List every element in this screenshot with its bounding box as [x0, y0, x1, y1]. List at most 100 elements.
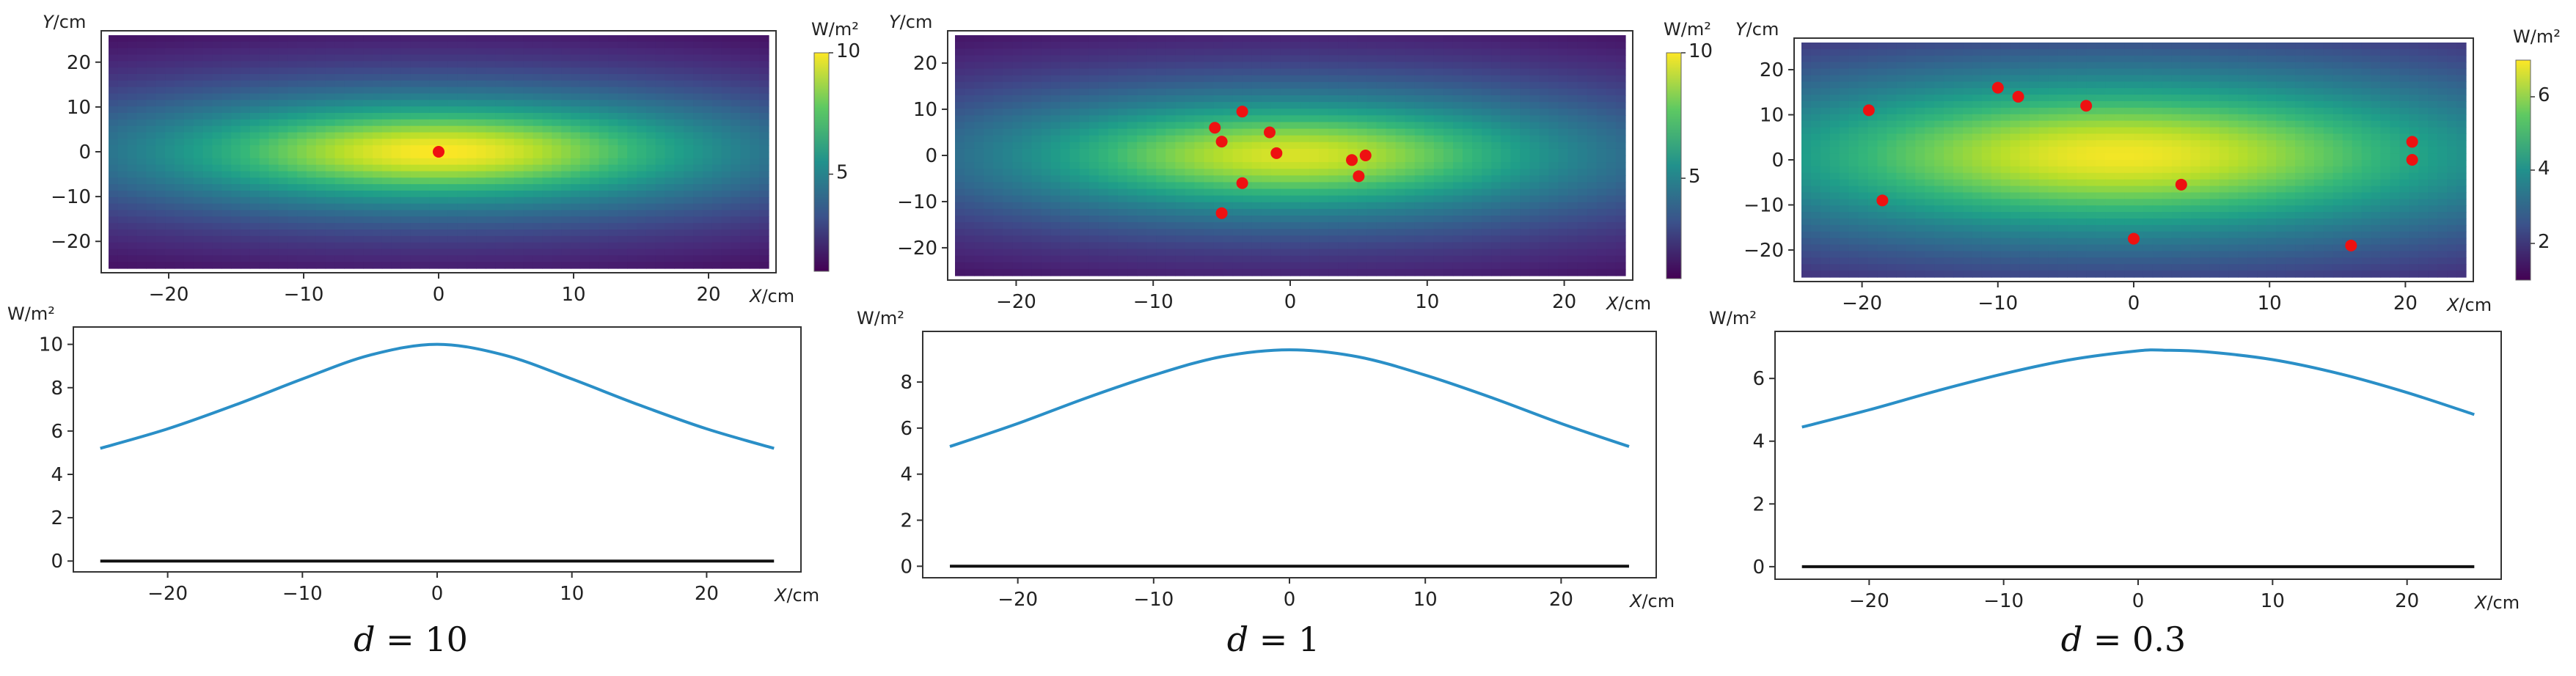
heat-cell: [1223, 162, 1234, 169]
heat-cell: [1069, 122, 1080, 130]
heat-cell: [523, 216, 534, 224]
heat-cell: [175, 106, 185, 114]
heat-cell: [268, 61, 279, 68]
heat-cell: [665, 80, 676, 88]
heat-cell: [1577, 169, 1588, 176]
heat-cell: [1060, 88, 1071, 96]
heat-cell: [1424, 148, 1435, 156]
heat-cell: [1510, 81, 1521, 89]
heat-cell: [1376, 249, 1387, 257]
heat-cell: [155, 191, 166, 198]
heat-cell: [1452, 102, 1463, 109]
heat-cell: [1501, 255, 1511, 263]
heat-cell: [183, 93, 194, 100]
heat-cell: [127, 80, 138, 88]
heat-cell: [1232, 55, 1243, 63]
heat-cell: [1539, 68, 1550, 76]
heat-cell: [1338, 222, 1348, 229]
heat-cell: [1261, 208, 1272, 216]
heat-cell: [429, 119, 439, 127]
heat-cell: [1328, 162, 1339, 169]
heat-cell: [222, 223, 232, 230]
heat-cell: [645, 210, 656, 217]
heat-cell: [268, 152, 279, 159]
heat-cell: [117, 93, 128, 100]
heat-cell: [1290, 81, 1300, 89]
heat-cell: [1357, 229, 1368, 236]
heat-cell: [439, 164, 449, 172]
heat-cell: [1022, 155, 1033, 163]
heat-cell: [1548, 229, 1559, 236]
heat-cell: [165, 35, 175, 43]
heat-cell: [212, 184, 222, 191]
heat-cell: [684, 203, 694, 211]
heat-cell: [1567, 48, 1578, 56]
heat-cell: [740, 223, 750, 230]
heat-cell: [1567, 182, 1578, 190]
heat-cell: [533, 177, 544, 185]
heat-cell: [1003, 208, 1013, 216]
heat-cell: [1127, 102, 1138, 109]
heat-cell: [1194, 262, 1205, 270]
heat-cell: [750, 54, 760, 62]
heat-cell: [721, 164, 732, 172]
heat-cell: [1520, 88, 1531, 96]
heat-cell: [429, 132, 439, 139]
heat-cell: [447, 54, 458, 62]
heat-cell: [513, 249, 524, 256]
heat-cell: [1270, 42, 1281, 49]
heat-cell: [984, 109, 994, 116]
heat-cell: [1127, 35, 1138, 43]
heat-cell: [1567, 162, 1578, 169]
heat-cell: [1309, 188, 1320, 196]
heat-cell: [259, 87, 270, 95]
heat-cell: [1232, 175, 1243, 183]
heat-cell: [193, 113, 204, 120]
heat-cell: [1185, 175, 1196, 183]
heat-cell: [618, 139, 628, 146]
heat-cell: [589, 235, 600, 243]
heat-cell: [1347, 122, 1358, 130]
heat-cell: [334, 54, 345, 62]
heat-cell: [1251, 202, 1262, 210]
heat-cell: [505, 119, 515, 127]
heat-cell: [447, 113, 458, 120]
heat-cell: [1357, 216, 1368, 223]
heat-cell: [1204, 81, 1215, 89]
heat-cell: [1491, 242, 1501, 250]
heat-cell: [1041, 175, 1052, 183]
heat-cell: [1204, 249, 1215, 257]
heat-cell: [1520, 135, 1531, 143]
heat-cell: [1472, 202, 1482, 210]
heat-cell: [1443, 249, 1454, 257]
heat-cell: [1194, 249, 1205, 257]
heat-cell: [222, 119, 232, 127]
heat-cell: [1031, 235, 1042, 243]
heat-cell: [674, 67, 684, 75]
heat-cell: [740, 152, 750, 159]
heat-cell: [354, 177, 364, 185]
heat-cell: [1452, 242, 1463, 250]
heat-cell: [1424, 122, 1435, 130]
heat-cell: [1520, 222, 1531, 229]
heat-cell: [334, 196, 345, 205]
heat-cell: [627, 164, 637, 172]
heat-cell: [1328, 68, 1339, 76]
heat-cell: [278, 177, 288, 185]
heat-cell: [608, 255, 618, 262]
heat-cell: [1433, 195, 1444, 203]
heat-cell: [241, 242, 251, 250]
heat-cell: [420, 196, 430, 205]
heat-cell: [1424, 142, 1435, 150]
heat-cell: [599, 164, 610, 172]
heat-cell: [571, 48, 581, 56]
heat-cell: [1424, 75, 1435, 83]
heat-cell: [1108, 48, 1119, 56]
heat-cell: [1079, 42, 1090, 49]
heat-cell: [1366, 195, 1377, 203]
heat-cell: [1213, 148, 1224, 156]
heat-cell: [1596, 48, 1607, 56]
heat-cell: [1548, 128, 1559, 136]
heat-cell: [571, 54, 581, 62]
heat-cell: [249, 113, 260, 120]
